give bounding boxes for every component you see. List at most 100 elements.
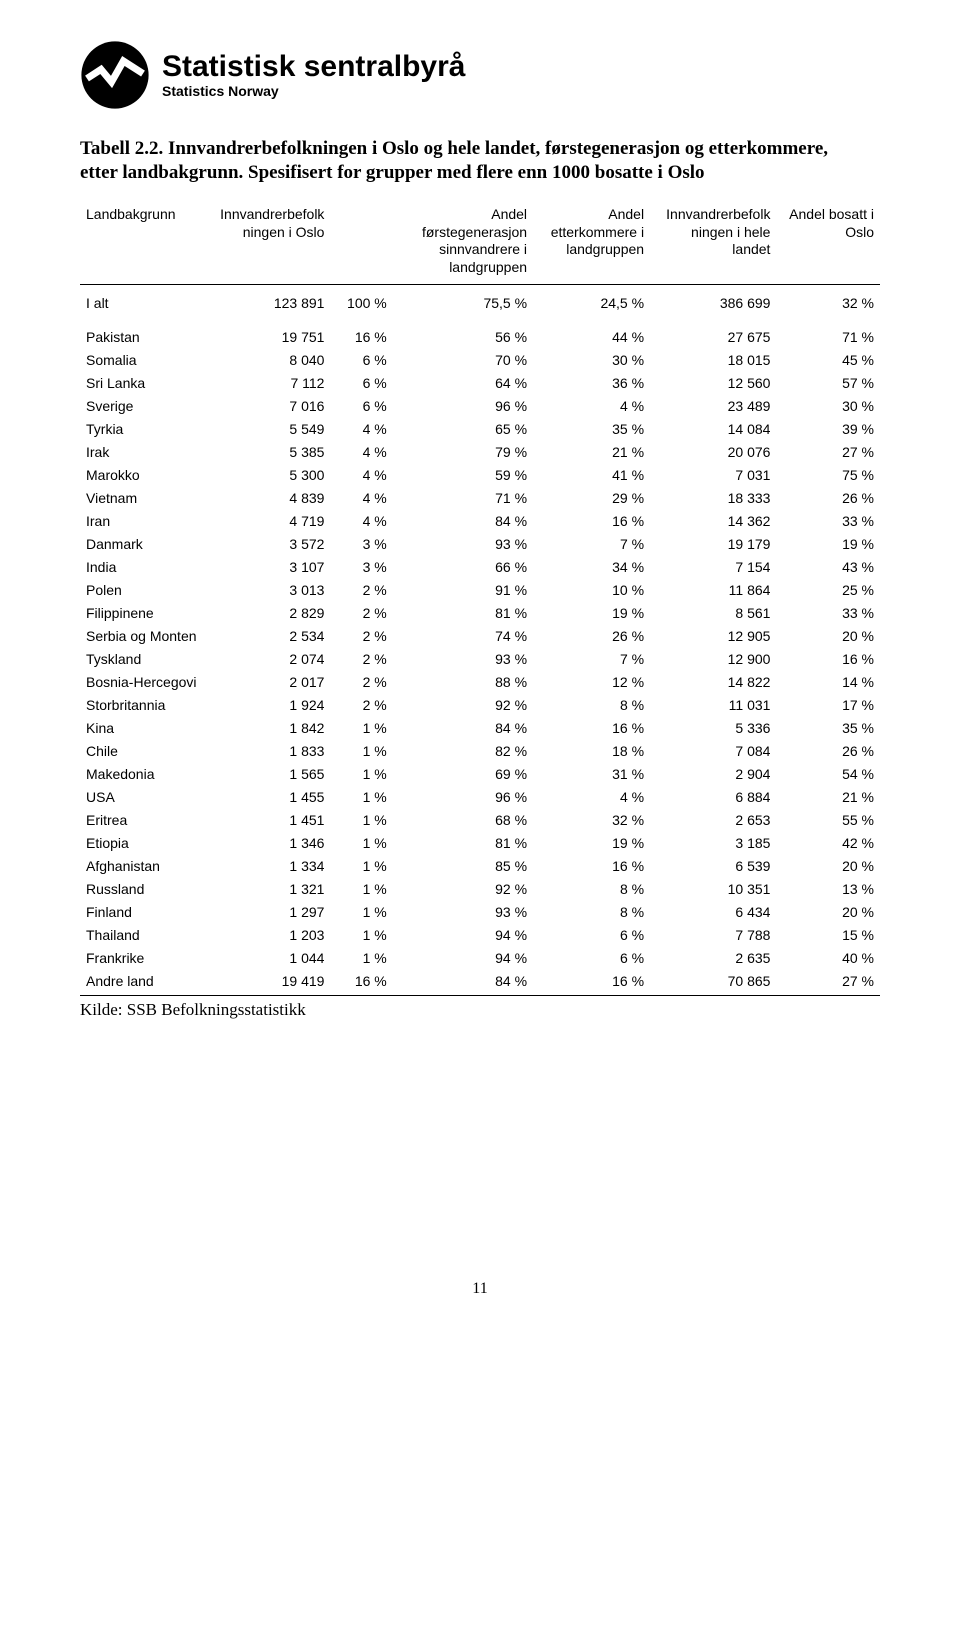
cell-firstgen: 94 % [393, 923, 533, 946]
table-row: Eritrea1 4511 %68 %32 %2 65355 % [80, 808, 880, 831]
table-body: I alt 123 891 100 % 75,5 % 24,5 % 386 69… [80, 285, 880, 996]
table-row: USA1 4551 %96 %4 %6 88421 % [80, 785, 880, 808]
cell-desc: 10 % [533, 578, 650, 601]
total-pop-country: 386 699 [650, 285, 776, 326]
cell-share_oslo: 57 % [776, 371, 880, 394]
cell-pop_country: 3 185 [650, 831, 776, 854]
cell-share: 16 % [330, 325, 392, 348]
cell-pop_oslo: 7 016 [214, 394, 330, 417]
cell-share_oslo: 20 % [776, 900, 880, 923]
cell-desc: 31 % [533, 762, 650, 785]
page-number: 11 [80, 1280, 880, 1298]
source-line: Kilde: SSB Befolkningsstatistikk [80, 1000, 880, 1020]
cell-label: Frankrike [80, 946, 214, 969]
cell-firstgen: 66 % [393, 555, 533, 578]
cell-pop_oslo: 5 549 [214, 417, 330, 440]
cell-firstgen: 81 % [393, 601, 533, 624]
cell-share_oslo: 13 % [776, 877, 880, 900]
cell-share_oslo: 33 % [776, 601, 880, 624]
cell-label: Andre land [80, 969, 214, 995]
cell-desc: 19 % [533, 601, 650, 624]
cell-desc: 26 % [533, 624, 650, 647]
cell-firstgen: 69 % [393, 762, 533, 785]
cell-firstgen: 92 % [393, 877, 533, 900]
cell-desc: 7 % [533, 647, 650, 670]
cell-label: USA [80, 785, 214, 808]
cell-pop_country: 10 351 [650, 877, 776, 900]
cell-share: 1 % [330, 808, 392, 831]
cell-firstgen: 65 % [393, 417, 533, 440]
table-row: Irak5 3854 %79 %21 %20 07627 % [80, 440, 880, 463]
cell-pop_country: 27 675 [650, 325, 776, 348]
table-row: Makedonia1 5651 %69 %31 %2 90454 % [80, 762, 880, 785]
cell-firstgen: 71 % [393, 486, 533, 509]
cell-share: 1 % [330, 854, 392, 877]
cell-desc: 12 % [533, 670, 650, 693]
table-row: Russland1 3211 %92 %8 %10 35113 % [80, 877, 880, 900]
cell-pop_oslo: 1 565 [214, 762, 330, 785]
cell-share: 1 % [330, 831, 392, 854]
cell-pop_country: 8 561 [650, 601, 776, 624]
cell-pop_oslo: 4 719 [214, 509, 330, 532]
cell-pop_country: 2 904 [650, 762, 776, 785]
cell-desc: 7 % [533, 532, 650, 555]
cell-pop_country: 12 900 [650, 647, 776, 670]
cell-label: Polen [80, 578, 214, 601]
cell-label: Serbia og Monten [80, 624, 214, 647]
cell-pop_oslo: 1 833 [214, 739, 330, 762]
data-table: Landbakgrunn Innvandrerbefolkningen i Os… [80, 202, 880, 996]
cell-pop_country: 18 015 [650, 348, 776, 371]
col-pop-oslo: Innvandrerbefolkningen i Oslo [214, 202, 330, 285]
cell-share_oslo: 39 % [776, 417, 880, 440]
col-share-blank [330, 202, 392, 285]
cell-label: Thailand [80, 923, 214, 946]
cell-firstgen: 56 % [393, 325, 533, 348]
cell-pop_country: 6 884 [650, 785, 776, 808]
table-row: India3 1073 %66 %34 %7 15443 % [80, 555, 880, 578]
logo-text: Statistisk sentralbyrå Statistics Norway [162, 52, 465, 98]
table-row: Danmark3 5723 %93 %7 %19 17919 % [80, 532, 880, 555]
cell-share: 3 % [330, 532, 392, 555]
cell-label: Danmark [80, 532, 214, 555]
cell-desc: 16 % [533, 854, 650, 877]
cell-share_oslo: 27 % [776, 969, 880, 995]
table-row: Kina1 8421 %84 %16 %5 33635 % [80, 716, 880, 739]
cell-pop_country: 7 154 [650, 555, 776, 578]
col-pop-country: Innvandrerbefolkningen i helelandet [650, 202, 776, 285]
total-label: I alt [80, 285, 214, 326]
cell-firstgen: 94 % [393, 946, 533, 969]
cell-pop_oslo: 7 112 [214, 371, 330, 394]
cell-firstgen: 93 % [393, 900, 533, 923]
cell-label: Chile [80, 739, 214, 762]
cell-desc: 6 % [533, 946, 650, 969]
cell-desc: 30 % [533, 348, 650, 371]
cell-pop_oslo: 3 107 [214, 555, 330, 578]
cell-desc: 8 % [533, 877, 650, 900]
table-row: Frankrike1 0441 %94 %6 %2 63540 % [80, 946, 880, 969]
table-title-line2: etter landbakgrunn. Spesifisert for grup… [80, 162, 880, 184]
cell-firstgen: 74 % [393, 624, 533, 647]
cell-pop_country: 19 179 [650, 532, 776, 555]
cell-firstgen: 91 % [393, 578, 533, 601]
cell-firstgen: 96 % [393, 394, 533, 417]
logo-main-text: Statistisk sentralbyrå [162, 52, 465, 82]
cell-firstgen: 59 % [393, 463, 533, 486]
cell-label: Eritrea [80, 808, 214, 831]
table-row: Iran4 7194 %84 %16 %14 36233 % [80, 509, 880, 532]
cell-desc: 16 % [533, 716, 650, 739]
cell-share_oslo: 54 % [776, 762, 880, 785]
cell-pop_country: 6 434 [650, 900, 776, 923]
cell-desc: 21 % [533, 440, 650, 463]
cell-pop_country: 12 905 [650, 624, 776, 647]
cell-label: Finland [80, 900, 214, 923]
table-row: Polen3 0132 %91 %10 %11 86425 % [80, 578, 880, 601]
cell-share: 2 % [330, 578, 392, 601]
cell-share_oslo: 21 % [776, 785, 880, 808]
col-landbakgrunn: Landbakgrunn [80, 202, 214, 285]
cell-label: Vietnam [80, 486, 214, 509]
total-row: I alt 123 891 100 % 75,5 % 24,5 % 386 69… [80, 285, 880, 326]
cell-share_oslo: 75 % [776, 463, 880, 486]
cell-share_oslo: 20 % [776, 624, 880, 647]
col-firstgen: Andelførstegenerasjonsinnvandrere ilandg… [393, 202, 533, 285]
cell-share_oslo: 19 % [776, 532, 880, 555]
